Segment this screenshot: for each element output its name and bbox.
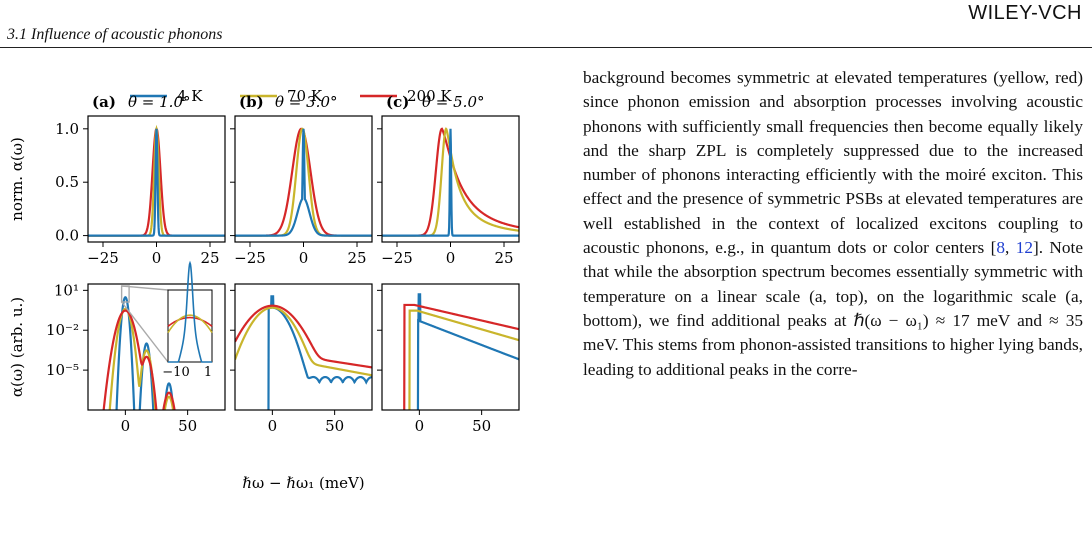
x-tick-label: 0 [446,249,456,267]
panel-label: (b) [239,93,264,111]
panel-top-c [377,115,520,247]
series-line [88,128,225,237]
plot-frame [234,283,373,411]
page-header: 3.1 Influence of acoustic phonons WILEY-… [0,0,1092,48]
y-tick-label: 10⁻⁵ [46,361,79,379]
body-text: background becomes symmetric at elevated… [583,66,1083,382]
x-tick-label: 0 [415,417,425,435]
legend-label: 70 K [287,87,323,105]
series-line [102,309,176,410]
x-tick-label: 50 [472,417,491,435]
x-tick-label: 0 [152,249,162,267]
series-line [267,295,372,410]
series-line [235,306,372,377]
citation-link[interactable]: 8 [996,238,1005,258]
figure: 4 K 70 K 200 K (a) θ = 1.0° (b) θ = 3.0° (c) θ =… [8,87,520,490]
panel-theta: θ = 3.0° [275,93,338,111]
x-tick-label: 25 [200,249,219,267]
curves [235,295,372,410]
series-line [108,307,175,410]
x-tick-label: 50 [178,417,197,435]
x-tick-label: 25 [494,249,513,267]
y-tick-label: 10⁻² [46,321,79,339]
x-tick-label: 0 [299,249,309,267]
paragraph-text: ]. Note that while the absorption spectr… [583,238,1083,379]
series-line [408,309,519,410]
x-tick-label: 0 [121,417,131,435]
section-title: 3.1 Influence of acoustic phonons [7,26,223,43]
y-tick-label: 0.0 [55,227,79,245]
curves [403,293,519,410]
panel-top-a [83,115,226,247]
panel-bottom-a [83,260,226,415]
inset-x-tick-label: 1 [204,365,212,380]
plot-frame [87,283,226,411]
zoom-box [120,285,130,303]
zoom-connector [121,301,169,363]
panel-top-b [230,115,373,247]
citation-link[interactable]: 12 [1015,238,1033,258]
x-tick-label: 0 [268,417,278,435]
paragraph-text: background becomes symmetric at elevated… [583,68,1083,258]
paragraph-text: , [1005,238,1016,258]
inset-series-line [168,260,212,363]
series-line [235,304,372,369]
panel-label: (c) [386,93,409,111]
x-tick-label: 25 [347,249,366,267]
publisher-logo: WILEY-VCH [968,2,1082,24]
inset-frame [167,289,213,363]
series-line [382,128,519,237]
y-tick-label: 0.5 [55,173,79,191]
legend-label: 200 K [407,87,452,105]
series-line [416,293,519,410]
paragraph: background becomes symmetric at elevated… [583,66,1083,382]
x-tick-label: −25 [87,249,119,267]
series-line [403,303,519,410]
y-tick-label: 1.0 [55,120,79,138]
x-axis-label: ℏω − ℏω₁ (meV) [242,474,364,490]
bottom-y-axis-label: α(ω) (arb. u.) [8,297,26,397]
series-line [235,128,372,237]
inset-series-line [167,314,213,334]
curves [102,296,176,410]
panel-bottom-b [230,283,373,415]
inset-curves [167,260,213,363]
legend-label: 4 K [177,87,203,105]
plot-frame [381,283,520,411]
panel-theta: θ = 1.0° [128,93,191,111]
panel-bottom-c [377,283,520,415]
top-y-axis-label: norm. α(ω) [8,137,26,221]
header-rule [0,47,1092,48]
panel-theta: θ = 5.0° [422,93,485,111]
inset-series-line [167,316,213,327]
x-tick-label: −25 [381,249,413,267]
y-tick-label: 10¹ [54,281,79,299]
x-tick-label: 50 [325,417,344,435]
zoom-connector [121,285,169,291]
x-tick-label: −25 [234,249,266,267]
panel-label: (a) [92,93,116,111]
inset-x-tick-label: −10 [162,365,189,380]
